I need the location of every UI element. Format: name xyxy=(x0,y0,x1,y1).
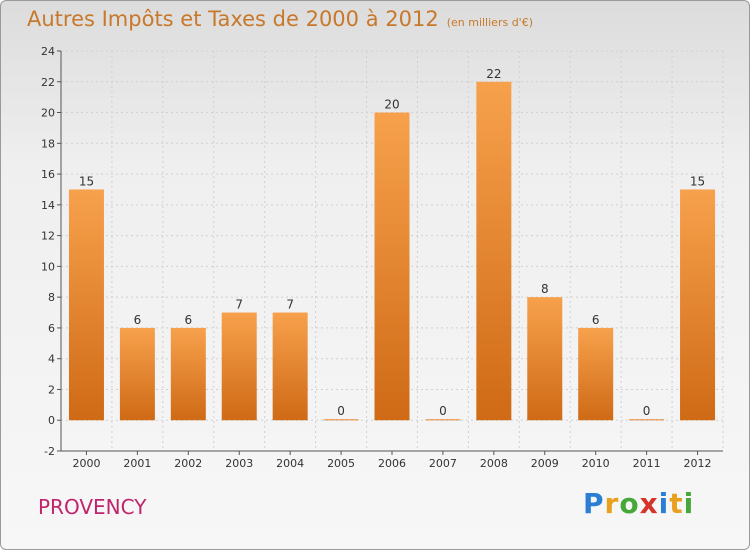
y-tick-label: 24 xyxy=(41,45,55,58)
x-tick-label-2003: 2003 xyxy=(225,457,253,470)
bar-2000 xyxy=(68,189,104,421)
y-tick-label: 20 xyxy=(41,107,55,120)
y-tick-label: 2 xyxy=(48,383,55,396)
value-label-2009: 8 xyxy=(541,282,549,296)
commune-name: PROVENCY xyxy=(38,495,147,519)
chart-title-text: Autres Impôts et Taxes de 2000 à 2012 xyxy=(27,7,439,31)
bar-2005 xyxy=(323,419,359,421)
value-label-2007: 0 xyxy=(439,404,447,418)
labels: -202468101214161820222415200062001620027… xyxy=(41,45,712,470)
value-label-2008: 22 xyxy=(486,67,501,81)
y-tick-label: 0 xyxy=(48,414,55,427)
bar-2004 xyxy=(272,312,308,421)
y-tick-label: 8 xyxy=(48,291,55,304)
x-tick-label-2010: 2010 xyxy=(582,457,610,470)
x-tick-label-2011: 2011 xyxy=(633,457,661,470)
y-tick-label: 16 xyxy=(41,168,55,181)
value-label-2001: 6 xyxy=(134,313,142,327)
bar-2007 xyxy=(425,419,461,421)
bar-2003 xyxy=(221,312,257,421)
bar-2011 xyxy=(629,419,665,421)
value-label-2004: 7 xyxy=(286,298,294,312)
logo-letter: i xyxy=(683,487,695,520)
logo-letter: x xyxy=(639,487,659,520)
y-tick-label: 6 xyxy=(48,322,55,335)
bar-2001 xyxy=(119,327,155,421)
logo-letter: o xyxy=(619,487,640,520)
x-tick-label-2004: 2004 xyxy=(276,457,304,470)
x-tick-label-2001: 2001 xyxy=(123,457,151,470)
value-label-2010: 6 xyxy=(592,313,600,327)
chart-title: Autres Impôts et Taxes de 2000 à 2012 (en… xyxy=(27,7,533,31)
x-tick-label-2008: 2008 xyxy=(480,457,508,470)
value-label-2006: 20 xyxy=(384,98,399,112)
value-label-2003: 7 xyxy=(235,298,243,312)
value-label-2012: 15 xyxy=(690,174,705,188)
axes xyxy=(57,50,723,455)
bar-2008 xyxy=(476,81,512,421)
logo-letter: r xyxy=(604,487,620,520)
value-label-2000: 15 xyxy=(79,174,94,188)
y-tick-label: 10 xyxy=(41,260,55,273)
y-tick-label: -2 xyxy=(44,445,55,458)
logo-letter: i xyxy=(658,487,670,520)
bars xyxy=(68,81,716,421)
x-tick-label-2002: 2002 xyxy=(174,457,202,470)
y-tick-label: 14 xyxy=(41,199,55,212)
x-tick-label-2005: 2005 xyxy=(327,457,355,470)
x-tick-label-2012: 2012 xyxy=(684,457,712,470)
x-tick-label-2009: 2009 xyxy=(531,457,559,470)
logo-letter: t xyxy=(669,487,684,520)
bar-2009 xyxy=(527,297,563,421)
y-tick-label: 22 xyxy=(41,76,55,89)
value-label-2011: 0 xyxy=(643,404,651,418)
bar-2002 xyxy=(170,327,206,421)
logo-letter: P xyxy=(583,487,605,520)
chart-unit-label: (en milliers d'€) xyxy=(446,16,533,29)
bar-2012 xyxy=(680,189,716,421)
bar-2010 xyxy=(578,327,614,421)
value-label-2005: 0 xyxy=(337,404,345,418)
value-label-2002: 6 xyxy=(184,313,192,327)
y-tick-label: 12 xyxy=(41,230,55,243)
x-tick-label-2000: 2000 xyxy=(72,457,100,470)
proxiti-logo: Proxiti xyxy=(583,487,694,520)
y-tick-label: 18 xyxy=(41,137,55,150)
y-tick-label: 4 xyxy=(48,353,55,366)
x-tick-label-2007: 2007 xyxy=(429,457,457,470)
x-tick-label-2006: 2006 xyxy=(378,457,406,470)
bar-2006 xyxy=(374,112,410,421)
